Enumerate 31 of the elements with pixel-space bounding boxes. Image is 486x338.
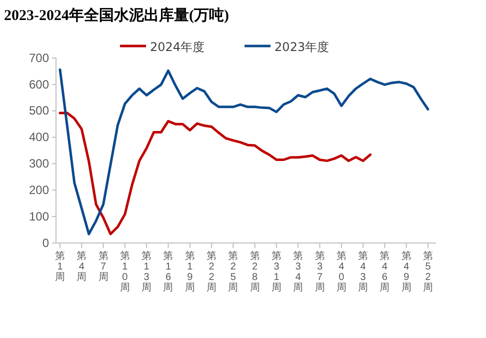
- line-series: [58, 68, 430, 236]
- x-tick-label: 第4周: [76, 250, 87, 283]
- x-tick-label: 第10周: [120, 250, 130, 294]
- legend-label: 2024年度: [150, 40, 205, 54]
- x-tick-label: 第31周: [271, 250, 282, 294]
- x-tick-label: 第28周: [250, 250, 260, 294]
- y-tick-label: 0: [42, 236, 50, 250]
- y-tick-label: 700: [28, 50, 50, 65]
- y-tick-label: 200: [28, 182, 50, 197]
- chart-title: 2023-2024年全国水泥出库量(万吨): [4, 6, 229, 24]
- x-tick-label: 第22周: [206, 250, 217, 294]
- x-tick-label: 第46周: [380, 250, 390, 294]
- line-series: [58, 112, 372, 236]
- x-tick-label: 第25周: [228, 250, 238, 294]
- y-tick-label: 400: [28, 130, 50, 144]
- y-tick-label: 300: [28, 156, 50, 171]
- x-tick-label: 第1周: [55, 250, 65, 283]
- y-tick-label: 600: [28, 77, 50, 92]
- x-tick-label: 第40周: [336, 250, 346, 294]
- x-tick-label: 第37周: [314, 250, 325, 294]
- x-tick-label: 第52周: [423, 250, 433, 294]
- x-tick-label: 第34周: [293, 250, 304, 294]
- y-tick-label: 500: [28, 104, 50, 118]
- x-tick-label: 第43周: [358, 250, 368, 294]
- x-tick-label: 第49周: [401, 250, 412, 294]
- x-tick-label: 第16周: [163, 250, 174, 294]
- x-tick-label: 第19周: [184, 250, 195, 294]
- legend-label: 2023年度: [274, 40, 330, 54]
- x-tick-label: 第13周: [142, 250, 152, 294]
- y-tick-label: 100: [28, 209, 50, 224]
- x-tick-label: 第7周: [98, 250, 108, 283]
